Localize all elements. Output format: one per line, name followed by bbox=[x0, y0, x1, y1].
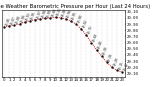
Text: 29.15: 29.15 bbox=[118, 60, 124, 70]
Text: 29.90: 29.90 bbox=[76, 14, 83, 24]
Text: 29.38: 29.38 bbox=[102, 46, 109, 56]
Text: 29.99: 29.99 bbox=[46, 8, 52, 18]
Text: 29.95: 29.95 bbox=[71, 11, 78, 20]
Text: 30.00: 30.00 bbox=[51, 8, 58, 17]
Title: Milwaukee Weather Barometric Pressure per Hour (Last 24 Hours): Milwaukee Weather Barometric Pressure pe… bbox=[0, 4, 150, 9]
Text: 29.93: 29.93 bbox=[25, 12, 32, 22]
Text: 29.28: 29.28 bbox=[107, 52, 114, 62]
Text: 29.97: 29.97 bbox=[36, 10, 42, 19]
Text: 29.98: 29.98 bbox=[41, 9, 47, 19]
Text: 29.48: 29.48 bbox=[97, 40, 104, 50]
Text: 29.85: 29.85 bbox=[5, 17, 11, 27]
Text: 29.90: 29.90 bbox=[20, 14, 27, 24]
Text: 29.82: 29.82 bbox=[82, 19, 88, 28]
Text: 29.98: 29.98 bbox=[66, 9, 73, 19]
Text: 29.60: 29.60 bbox=[92, 32, 99, 42]
Text: 29.12: 29.12 bbox=[123, 62, 129, 72]
Text: 29.95: 29.95 bbox=[30, 11, 37, 20]
Text: 29.20: 29.20 bbox=[112, 57, 119, 67]
Text: 29.88: 29.88 bbox=[15, 15, 22, 25]
Text: 30.00: 30.00 bbox=[61, 8, 68, 17]
Text: 29.72: 29.72 bbox=[87, 25, 94, 35]
Text: 30.01: 30.01 bbox=[56, 7, 63, 17]
Text: 29.87: 29.87 bbox=[10, 16, 17, 25]
